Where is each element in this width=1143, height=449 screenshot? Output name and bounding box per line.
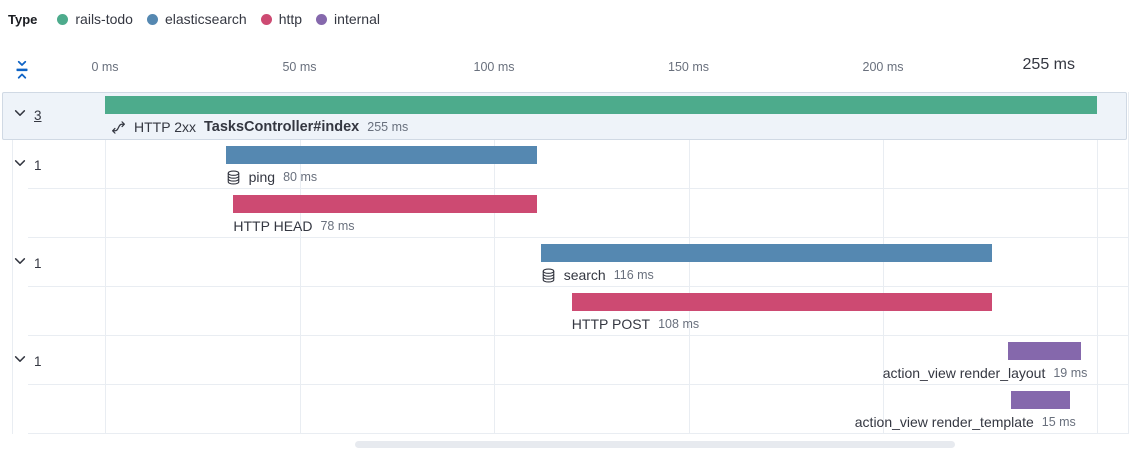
database-icon xyxy=(541,267,556,284)
legend-title: Type xyxy=(8,11,38,27)
waterfall-row[interactable]: HTTP HEAD 78 ms xyxy=(0,189,1143,238)
span-bar[interactable] xyxy=(233,195,537,213)
chevron-down-icon xyxy=(13,352,27,371)
chevron-down-icon xyxy=(13,106,27,125)
waterfall-row[interactable]: 1 action_view render_layout 19 ms xyxy=(0,336,1143,385)
span-duration: 108 ms xyxy=(658,317,700,331)
span-duration: 116 ms xyxy=(613,268,654,282)
horizontal-scrollbar-thumb[interactable] xyxy=(355,441,955,448)
row-divider xyxy=(28,188,1128,189)
children-count[interactable]: 1 xyxy=(34,354,42,369)
row-divider xyxy=(28,286,1128,287)
span-label[interactable]: HTTP POST 108 ms xyxy=(572,315,699,333)
gridline xyxy=(689,92,690,434)
span-label[interactable]: HTTP HEAD 78 ms xyxy=(233,217,354,235)
legend-item-elasticsearch: elasticsearch xyxy=(146,11,247,27)
span-name: TasksController#index xyxy=(203,119,360,135)
axis-tick-label: 50 ms xyxy=(282,60,317,74)
span-label[interactable]: search 116 ms xyxy=(541,266,654,284)
span-duration: 15 ms xyxy=(1041,415,1076,429)
children-count[interactable]: 1 xyxy=(34,158,42,173)
legend-item-rails-todo: rails-todo xyxy=(57,11,133,27)
axis-tick-label: 0 ms xyxy=(91,60,119,74)
legend-item-internal: internal xyxy=(316,11,380,27)
span-duration: 78 ms xyxy=(320,219,355,233)
legend-color-dot xyxy=(146,13,158,25)
gridline xyxy=(300,92,301,434)
span-name: search xyxy=(563,267,606,283)
span-duration: 255 ms xyxy=(367,120,409,134)
span-name: HTTP HEAD xyxy=(233,218,313,234)
gridline xyxy=(1128,92,1129,434)
accordion-toggle[interactable]: 1 xyxy=(13,254,42,273)
span-bar[interactable] xyxy=(571,293,992,311)
row-divider xyxy=(28,384,1128,385)
transaction-bar[interactable] xyxy=(105,96,1097,114)
waterfall-row[interactable]: action_view render_template 15 ms xyxy=(0,385,1143,434)
span-label[interactable]: action_view render_template 15 ms xyxy=(855,413,1076,431)
database-icon xyxy=(226,169,241,186)
span-name: ping xyxy=(248,169,276,185)
span-label[interactable]: ping 80 ms xyxy=(226,168,318,186)
legend-item-label: internal xyxy=(334,11,380,27)
row-divider xyxy=(28,433,1128,434)
chevron-down-icon xyxy=(13,156,27,175)
axis-tick-label: 150 ms xyxy=(668,60,710,74)
row-divider xyxy=(28,335,1128,336)
legend-item-label: elasticsearch xyxy=(164,11,247,27)
merge-icon xyxy=(111,120,126,135)
span-duration: 19 ms xyxy=(1053,366,1088,380)
span-name: action_view render_layout xyxy=(882,365,1046,381)
accordion-toggle[interactable]: 1 xyxy=(13,156,42,175)
waterfall-row[interactable]: 3 HTTP 2xx TasksController#index 255 ms xyxy=(0,92,1143,140)
legend-item-label: rails-todo xyxy=(75,11,133,27)
accordion-left-border xyxy=(12,140,13,434)
children-count[interactable]: 3 xyxy=(34,108,42,123)
waterfall-row[interactable]: 1 search 116 ms xyxy=(0,238,1143,287)
legend-color-dot xyxy=(57,13,69,25)
span-bar[interactable] xyxy=(1007,342,1082,360)
accordion-toggle[interactable]: 3 xyxy=(13,106,42,125)
span-bar[interactable] xyxy=(1011,391,1070,409)
gridline xyxy=(883,92,884,434)
legend-item-label: http xyxy=(278,11,303,27)
legend-color-dot xyxy=(316,13,328,25)
gridline xyxy=(105,92,106,434)
axis-end-tick-label: 255 ms xyxy=(1022,56,1075,73)
accordion-toggle[interactable]: 1 xyxy=(13,352,42,371)
span-name: HTTP POST xyxy=(571,316,651,332)
axis-tick-label: 100 ms xyxy=(473,60,515,74)
span-bar[interactable] xyxy=(225,146,537,164)
gridline xyxy=(494,92,495,434)
span-label[interactable]: action_view render_layout 19 ms xyxy=(883,364,1088,382)
span-name: action_view render_template xyxy=(854,414,1034,430)
waterfall-row[interactable]: 1 ping 80 ms xyxy=(0,140,1143,189)
span-bar[interactable] xyxy=(540,244,992,262)
waterfall-row[interactable]: HTTP POST 108 ms xyxy=(0,287,1143,336)
fold-icon xyxy=(13,59,31,84)
collapse-all-button[interactable] xyxy=(6,55,38,87)
span-duration: 80 ms xyxy=(283,170,318,184)
axis-tick-label: 200 ms xyxy=(862,60,904,74)
children-count[interactable]: 1 xyxy=(34,256,42,271)
transaction-label[interactable]: HTTP 2xx TasksController#index 255 ms xyxy=(111,118,408,136)
legend-color-dot xyxy=(260,13,272,25)
span-type-prefix: HTTP 2xx xyxy=(134,119,196,135)
waterfall-type-legend: Type rails-todo elasticsearch http internal xyxy=(8,8,380,30)
row-divider xyxy=(28,237,1128,238)
gridline xyxy=(1097,92,1098,434)
chevron-down-icon xyxy=(13,254,27,273)
legend-item-http: http xyxy=(260,11,303,27)
